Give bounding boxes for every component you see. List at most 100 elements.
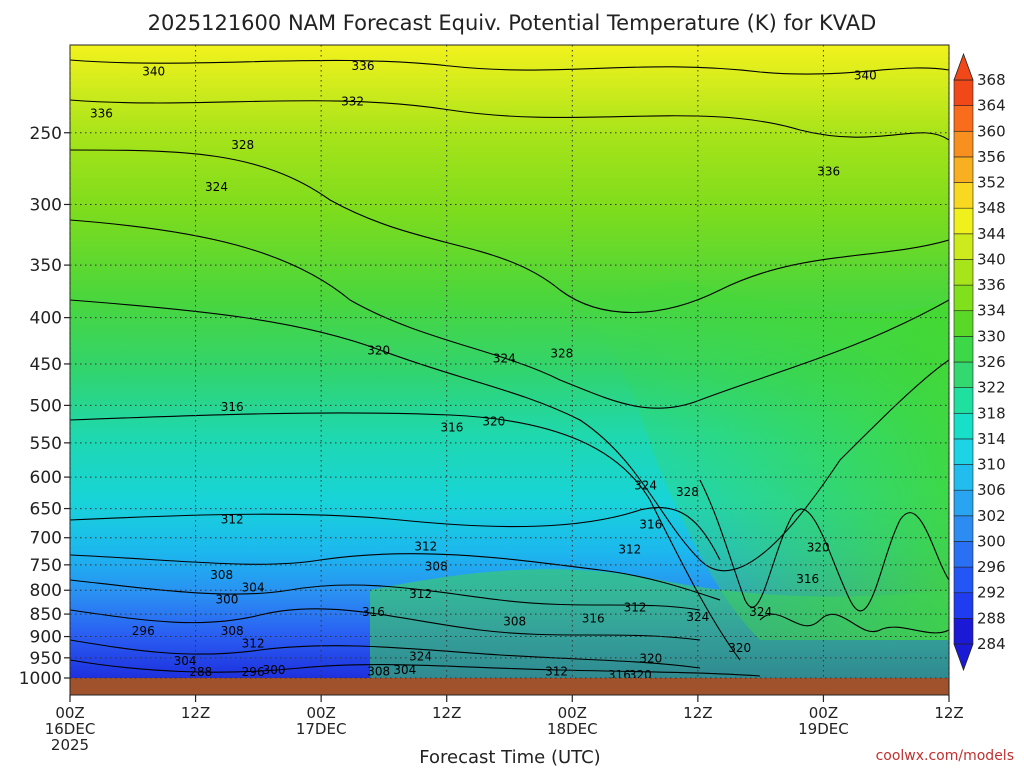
y-tick-label: 450 — [30, 355, 62, 375]
contour-line — [70, 659, 761, 677]
x-tick-label: 12Z — [683, 704, 712, 722]
colorbar-label: 352 — [977, 174, 1006, 192]
contour-line — [70, 299, 949, 572]
x-axis-label: Forecast Time (UTC) — [419, 747, 600, 768]
y-tick-label: 350 — [30, 256, 62, 276]
y-tick-label: 600 — [30, 468, 62, 488]
colorbar-segment — [953, 412, 974, 440]
contour-label: 316 — [796, 572, 819, 586]
colorbar: 284 288 292 296 300 302 306 310 314 318 322 326 330 3… — [953, 52, 1006, 672]
contour-label: 336 — [817, 165, 840, 179]
contour-line — [70, 639, 701, 669]
colorbar-label: 288 — [977, 609, 1006, 627]
contour-label: 316 — [608, 668, 631, 682]
contour-label: 324 — [686, 610, 709, 624]
contour-label: 324 — [749, 605, 772, 619]
contour-label: 308 — [425, 559, 448, 573]
contour-line — [70, 99, 949, 141]
colorbar-label: 296 — [977, 558, 1006, 576]
colorbar-bottom-arrow — [953, 643, 974, 672]
contour-label: 316 — [582, 612, 605, 626]
contour-label: 312 — [414, 540, 437, 554]
colorbar-segment — [953, 387, 974, 414]
y-tick-label: 500 — [30, 396, 62, 416]
colorbar-segment — [953, 438, 974, 465]
contour-label: 332 — [341, 95, 364, 109]
colorbar-label: 310 — [977, 456, 1006, 474]
grid-lines — [69, 45, 950, 679]
colorbar-label: 344 — [977, 225, 1006, 243]
contour-label: 312 — [545, 664, 568, 678]
colorbar-label: 314 — [977, 430, 1006, 448]
colorbar-segment — [953, 79, 974, 106]
contour-label: 312 — [221, 512, 244, 526]
y-tick-label: 550 — [30, 434, 62, 454]
contour-line — [70, 149, 949, 314]
colorbar-segment — [953, 489, 974, 517]
y-tick-label: 750 — [30, 556, 62, 576]
colorbar-segment — [953, 566, 974, 594]
contour-label: 296 — [242, 665, 265, 679]
contour-label: 312 — [409, 587, 432, 601]
x-tick-label: 19DEC — [798, 720, 849, 738]
credit-text: coolwx.com/models — [876, 748, 1014, 764]
colorbar-label: 368 — [977, 71, 1006, 89]
contour-label: 308 — [503, 614, 526, 628]
contour-label: 316 — [362, 605, 385, 619]
contour-label: 320 — [807, 541, 830, 555]
contour-label: 304 — [242, 580, 265, 594]
x-tick-label: 00Z — [306, 704, 335, 722]
contour-line — [70, 608, 701, 641]
y-tick-label: 250 — [30, 124, 62, 144]
chart-title: 2025121600 NAM Forecast Equiv. Potential… — [148, 11, 877, 35]
y-tick-label: 400 — [30, 309, 62, 329]
colorbar-label: 356 — [977, 148, 1006, 166]
colorbar-segment — [953, 541, 974, 568]
colorbar-segment — [953, 310, 974, 337]
contour-label: 312 — [618, 542, 641, 556]
x-tick-label: 17DEC — [296, 720, 347, 738]
x-tick-label: 12Z — [934, 704, 963, 722]
contour-line — [70, 553, 721, 601]
colorbar-label: 360 — [977, 122, 1006, 140]
y-tick-label: 650 — [30, 500, 62, 520]
colorbar-label: 340 — [977, 250, 1006, 268]
colorbar-label: 348 — [977, 199, 1006, 217]
contour-label: 320 — [367, 344, 390, 358]
colorbar-top-arrow — [953, 52, 974, 81]
colorbar-segment — [953, 464, 974, 491]
colorbar-segment — [953, 361, 974, 388]
colorbar-label: 336 — [977, 276, 1006, 294]
contour-label: 340 — [142, 65, 165, 79]
colorbar-segment — [953, 259, 974, 286]
contour-line — [70, 219, 949, 409]
colorbar-segment — [953, 515, 974, 542]
x-tick-label: 12Z — [432, 704, 461, 722]
contour-label: 324 — [205, 180, 228, 194]
contour-label: 324 — [634, 479, 657, 493]
contour-label: 300 — [263, 663, 286, 677]
contour-line — [70, 579, 701, 611]
x-tick-label: 16DEC — [45, 720, 96, 738]
contour-label: 304 — [393, 663, 416, 677]
colorbar-segment — [953, 130, 974, 158]
contour-line — [759, 613, 949, 634]
colorbar-segment — [953, 336, 974, 363]
contour-label: 320 — [728, 641, 751, 655]
contour-line — [70, 412, 741, 661]
x-tick-label: 12Z — [181, 704, 210, 722]
x-tick-label: 00Z — [558, 704, 587, 722]
contour-label: 328 — [550, 346, 573, 360]
colorbar-segment — [953, 182, 974, 209]
colorbar-segment — [953, 592, 974, 619]
contour-label: 324 — [409, 650, 432, 664]
contour-label: 316 — [221, 400, 244, 414]
x-tick-label: 2025 — [51, 736, 89, 754]
contour-label: 308 — [221, 624, 244, 638]
contour-label: 340 — [854, 68, 877, 82]
colorbar-segment — [953, 284, 974, 312]
field-green-intrusion — [560, 280, 949, 640]
